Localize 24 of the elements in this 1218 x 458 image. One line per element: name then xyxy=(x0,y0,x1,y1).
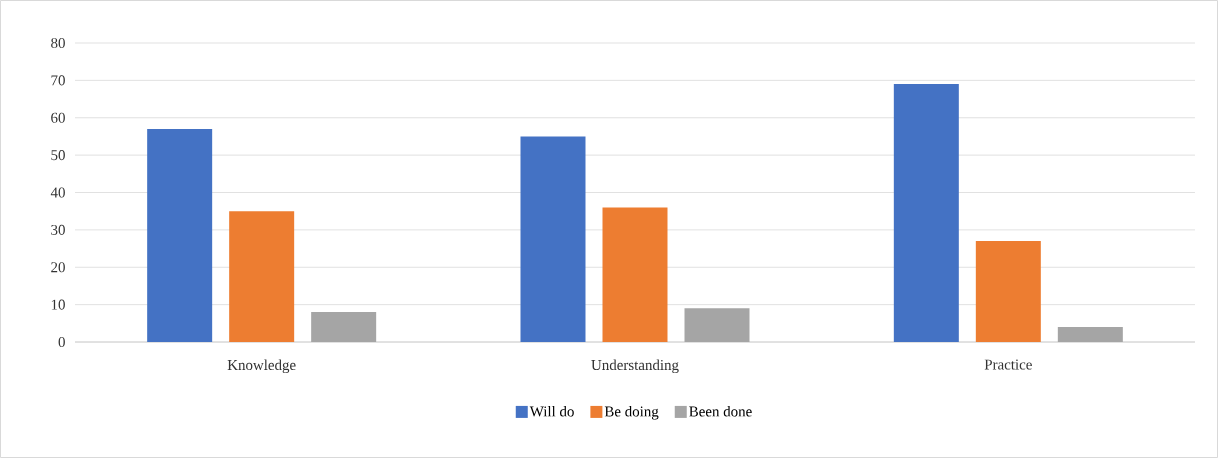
y-tick-label: 80 xyxy=(51,37,65,49)
bar xyxy=(893,84,959,342)
bar xyxy=(311,312,377,342)
bar xyxy=(229,211,295,342)
bar xyxy=(520,136,586,342)
y-tick-label: 50 xyxy=(51,150,65,161)
y-tick-label: 60 xyxy=(51,112,65,123)
x-tick-label: Practice xyxy=(984,359,1032,370)
y-tick-label: 40 xyxy=(50,187,65,198)
bar xyxy=(602,207,668,342)
legend-label: Be doing xyxy=(604,405,659,420)
legend-label: Will do xyxy=(529,405,574,417)
y-tick-label: 0 xyxy=(58,336,65,348)
y-tick-label: 30 xyxy=(51,224,65,235)
y-tick-label: 10 xyxy=(51,299,65,310)
y-tick-label: 70 xyxy=(51,75,65,86)
bar xyxy=(684,308,750,342)
bar xyxy=(975,241,1041,342)
y-tick-label: 20 xyxy=(51,262,65,273)
bar xyxy=(1057,327,1123,342)
x-tick-label: Understanding xyxy=(591,359,679,374)
bar xyxy=(147,128,213,342)
legend-label: Been done xyxy=(689,405,752,417)
x-tick-label: Knowledge xyxy=(227,359,296,374)
